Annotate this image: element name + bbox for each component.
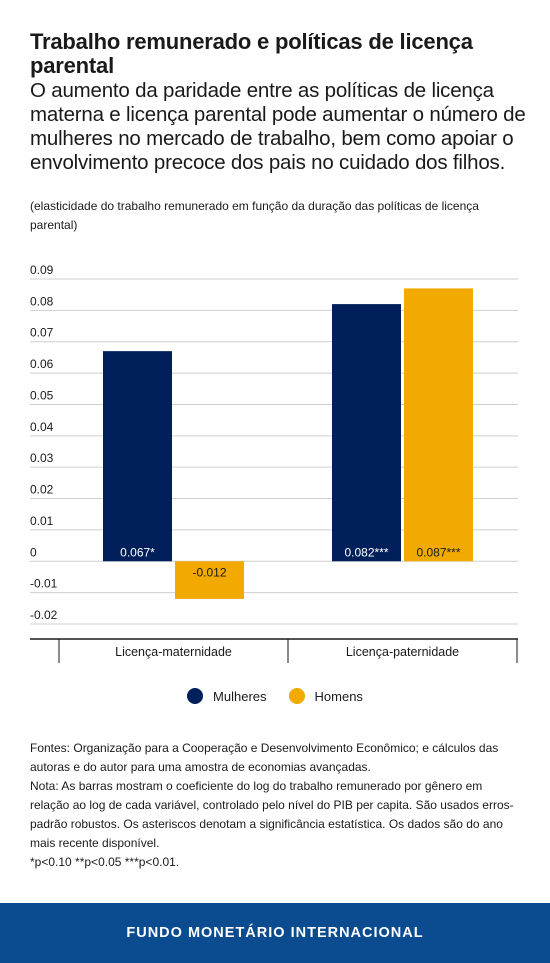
notes: Fontes: Organização para a Cooperação e … xyxy=(30,739,520,872)
bar-homens-2 xyxy=(404,288,473,562)
y-tick-label: -0.01 xyxy=(30,577,58,591)
sources-note: Fontes: Organização para a Cooperação e … xyxy=(30,741,499,774)
bar-chart: 0.09 0.08 0.07 0.06 0.05 0.04 0.03 0.02 0.01 0 -0.… xyxy=(30,263,518,663)
y-tick-label: 0.01 xyxy=(30,514,54,528)
data-label: 0.082*** xyxy=(344,545,388,559)
x-tick-label: Licença-maternidade xyxy=(115,645,232,659)
y-tick-label: 0.04 xyxy=(30,420,54,434)
data-label: 0.087*** xyxy=(416,545,460,559)
y-tick-label: -0.02 xyxy=(30,608,58,622)
bars xyxy=(103,288,473,599)
y-tick-label: 0 xyxy=(30,545,37,559)
y-tick-label: 0.02 xyxy=(30,483,54,497)
y-tick-label: 0.07 xyxy=(30,326,54,340)
legend-label-mulheres: Mulheres xyxy=(213,688,267,704)
data-label: -0.012 xyxy=(192,565,226,579)
bar-homens-1 xyxy=(175,561,244,599)
y-tick-label: 0.09 xyxy=(30,263,54,277)
y-tick-label: 0.05 xyxy=(30,388,54,402)
y-tick-label: 0.03 xyxy=(30,451,54,465)
chart-subtitle: O aumento da paridade entre as políticas… xyxy=(30,79,526,174)
y-axis-ticks: 0.09 0.08 0.07 0.06 0.05 0.04 0.03 0.02 0.01 0 -0.… xyxy=(30,263,58,622)
bar-mulheres-2 xyxy=(332,304,401,562)
legend: Mulheres Homens xyxy=(0,688,550,704)
legend-item-mulheres: Mulheres xyxy=(187,688,267,704)
data-label: 0.067* xyxy=(120,545,155,559)
footer-org-name: FUNDO MONETÁRIO INTERNACIONAL xyxy=(126,925,424,941)
bar-mulheres-1 xyxy=(103,351,172,562)
chart-title: Trabalho remunerado e políticas de licen… xyxy=(30,29,473,78)
x-tick-label: Licença-paternidade xyxy=(346,645,459,659)
y-tick-label: 0.08 xyxy=(30,294,54,308)
legend-swatch-mulheres xyxy=(187,688,204,704)
legend-label-homens: Homens xyxy=(314,688,363,704)
legend-swatch-homens xyxy=(288,688,305,704)
legend-item-homens: Homens xyxy=(288,688,363,704)
units-note: (elasticidade do trabalho remunerado em … xyxy=(30,199,479,232)
y-tick-label: 0.06 xyxy=(30,357,54,371)
x-axis: Licença-maternidade Licença-paternidade xyxy=(30,638,518,663)
data-labels: 0.067* 0.082*** -0.012 0.087*** xyxy=(120,545,461,579)
footer-banner: FUNDO MONETÁRIO INTERNACIONAL xyxy=(0,903,550,963)
significance-note: *p<0.10 **p<0.05 ***p<0.01. xyxy=(30,855,180,869)
methodology-note: Nota: As barras mostram o coeficiente do… xyxy=(30,779,514,850)
